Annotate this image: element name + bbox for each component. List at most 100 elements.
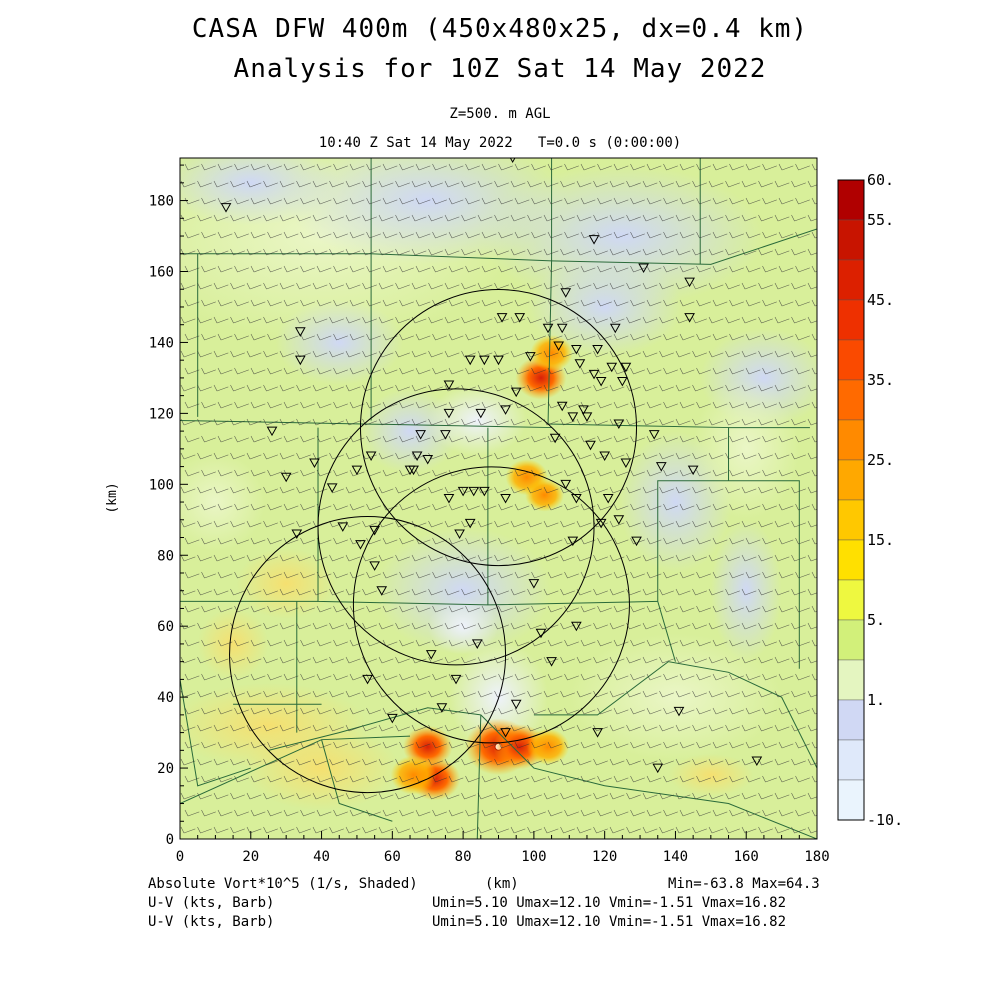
radar-site-marker: [369, 525, 380, 536]
x-tick-label: 40: [313, 849, 330, 865]
x-tick-label: 60: [384, 849, 401, 865]
x-tick-label: 140: [663, 849, 688, 865]
radar-site-marker: [415, 430, 426, 440]
radar-site-marker: [362, 674, 373, 685]
x-axis-label: (km): [485, 876, 519, 892]
radar-site-marker: [549, 433, 561, 444]
radar-site-marker: [496, 313, 508, 323]
vorticity-shade-region: [668, 753, 754, 797]
wind-stats-2: Umin=5.10 Umax=12.10 Vmin=-1.51 Vmax=16.…: [432, 914, 787, 930]
radar-site-marker: [443, 380, 455, 391]
vorticity-shade-region: [693, 378, 800, 520]
radar-site-marker: [595, 376, 607, 387]
chart-title: CASA DFW 400m (450x480x25, dx=0.4 km): [191, 14, 809, 44]
y-tick-label: 0: [166, 832, 174, 848]
radar-site-marker: [546, 657, 557, 667]
county-boundary: [657, 601, 676, 662]
chart-subtitle: Analysis for 10Z Sat 14 May 2022: [233, 54, 767, 84]
radar-site-marker: [309, 458, 320, 469]
radar-site-marker: [751, 756, 763, 766]
radar-site-marker: [351, 465, 363, 476]
radar-site-marker: [266, 426, 278, 437]
radar-site-marker: [556, 323, 568, 334]
vorticity-shade-region: [569, 633, 782, 761]
time-label: 10:40 Z Sat 14 May 2022 T=0.0 s (0:00:00…: [318, 135, 682, 151]
county-boundary: [268, 707, 481, 751]
wind-stats-1: Umin=5.10 Umax=12.10 Vmin=-1.51 Vmax=16.…: [432, 895, 787, 911]
radar-site-marker: [613, 419, 625, 430]
radar-site-marker: [652, 763, 664, 774]
colorbar-swatch: [837, 739, 865, 781]
colorbar-label: 55.: [867, 211, 894, 229]
colorbar-label: 1.: [867, 691, 885, 709]
radar-site-marker: [655, 462, 667, 472]
radar-site-marker: [443, 408, 455, 419]
radar-site-marker: [454, 529, 465, 539]
y-tick-label: 80: [157, 548, 174, 564]
colorbar-swatch: [837, 339, 865, 381]
radar-site-marker: [422, 454, 434, 465]
radar-site-marker: [220, 203, 232, 213]
radar-site-marker: [613, 515, 625, 525]
vorticity-shade-region: [275, 299, 403, 385]
x-tick-label: 180: [804, 849, 829, 865]
colorbar-swatch: [837, 499, 865, 541]
radar-site-marker: [337, 522, 349, 532]
radar-site-marker: [560, 479, 572, 490]
radar-site-marker: [571, 345, 582, 355]
radar-site-marker: [567, 412, 579, 422]
y-tick-label: 60: [157, 619, 174, 635]
colorbar-label: 35.: [867, 371, 894, 389]
y-tick-label: 100: [149, 477, 174, 493]
radar-range-ring: [317, 388, 595, 666]
colorbar-swatch: [837, 659, 865, 701]
radar-site-marker: [574, 359, 586, 369]
radar-site-marker: [638, 263, 649, 273]
radar-site-marker: [631, 536, 642, 547]
radar-site-marker: [560, 288, 572, 298]
county-boundary: [480, 714, 817, 839]
colorbar-swatch: [837, 219, 865, 261]
county-boundary: [547, 260, 730, 481]
vorticity-shade-region: [197, 608, 269, 680]
vorticity-shade-region: [526, 257, 683, 357]
plot-area: [180, 158, 817, 839]
radar-site-marker: [425, 650, 437, 660]
radar-site-marker: [510, 699, 522, 710]
radar-site-marker: [355, 540, 366, 550]
field-label: Absolute Vort*10^5 (1/s, Shaded): [148, 876, 418, 892]
radar-site-marker: [464, 355, 476, 366]
county-boundary: [533, 661, 817, 769]
colorbar-label: -10.: [867, 811, 903, 829]
radar-site-marker: [585, 440, 596, 451]
county-boundary: [371, 228, 817, 265]
radar-site-marker: [326, 483, 338, 493]
radar-site-marker: [514, 313, 526, 323]
colorbar-swatch: [837, 419, 865, 461]
radar-site-marker: [567, 536, 579, 547]
y-tick-label: 120: [149, 406, 174, 422]
y-tick-label: 160: [149, 265, 174, 281]
radar-site-marker: [687, 465, 699, 476]
radar-site-marker: [602, 494, 614, 504]
radar-site-marker: [578, 405, 589, 415]
colorbar-swatch: [837, 539, 865, 581]
colorbar-swatch: [837, 699, 865, 741]
colorbar-label: 45.: [867, 291, 894, 309]
county-boundary: [657, 480, 729, 602]
wind-barbs: [180, 163, 817, 834]
radar-site-marker: [500, 494, 511, 504]
radar-site-marker: [294, 355, 306, 366]
colorbar-swatch: [837, 299, 865, 341]
radar-site-marker: [294, 327, 306, 337]
x-tick-label: 100: [521, 849, 546, 865]
radar-site-marker: [535, 628, 547, 639]
colorbar-swatch: [837, 779, 865, 821]
radar-site-marker: [684, 277, 695, 288]
minmax-label: Min=-63.8 Max=64.3: [668, 876, 820, 892]
radar-site-marker: [599, 451, 611, 461]
vorticity-shade-region: [236, 548, 336, 620]
y-axis-label: (km): [105, 482, 120, 513]
radar-site-marker: [457, 486, 469, 497]
radar-site-marker: [510, 387, 522, 398]
